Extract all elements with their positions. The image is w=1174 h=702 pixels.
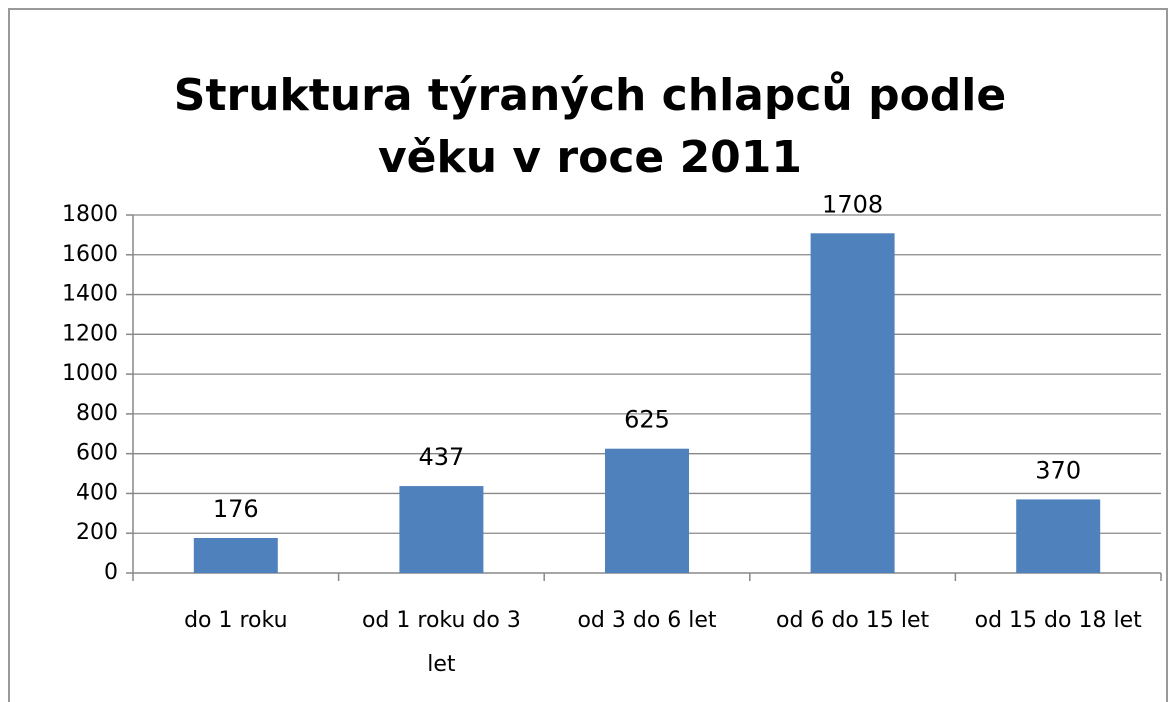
- y-tick-label: 1800: [62, 202, 118, 227]
- data-label: 437: [418, 443, 464, 471]
- y-tick-label: 1200: [62, 321, 118, 346]
- y-tick-label: 1000: [62, 361, 118, 386]
- bar: [193, 537, 278, 573]
- y-tick-label: 800: [76, 401, 118, 426]
- data-label: 625: [624, 406, 670, 434]
- bar: [605, 448, 689, 573]
- x-tick-label: od 15 do 18 let: [975, 608, 1142, 633]
- data-label: 370: [1035, 456, 1081, 484]
- chart-frame: [8, 8, 1168, 702]
- x-tick-label: od 3 do 6 let: [577, 608, 716, 633]
- y-tick-label: 1400: [62, 282, 118, 307]
- x-tick-label: od 6 do 15 let: [776, 608, 929, 633]
- x-tick-label: do 1 roku: [184, 608, 287, 633]
- y-tick-label: 1600: [62, 242, 118, 267]
- bar: [810, 233, 895, 573]
- bar: [399, 486, 484, 573]
- y-tick-label: 600: [76, 441, 118, 466]
- y-tick-label: 400: [76, 480, 118, 505]
- y-tick-label: 0: [104, 560, 118, 585]
- bar: [1016, 499, 1101, 573]
- chart-title: Struktura týraných chlapců podle věku v r…: [174, 70, 1006, 183]
- y-tick-label: 200: [76, 520, 118, 545]
- x-tick-label: od 1 roku do 3 let: [362, 608, 521, 677]
- data-label: 1708: [822, 190, 883, 218]
- data-label: 176: [213, 495, 259, 523]
